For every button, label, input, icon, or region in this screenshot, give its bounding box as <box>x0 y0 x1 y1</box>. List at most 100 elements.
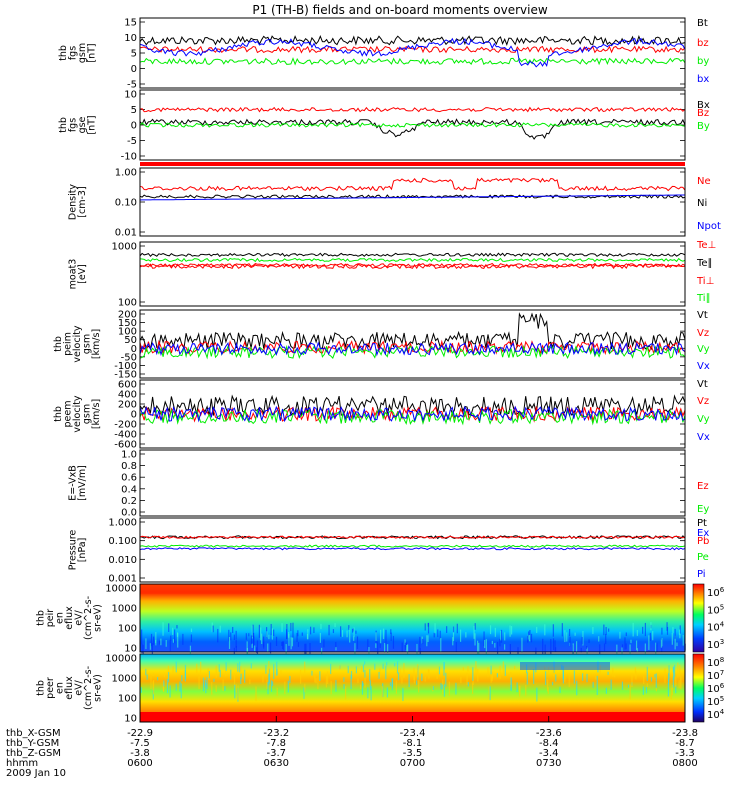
spectrogram-cell <box>491 640 493 645</box>
spectrogram-cell <box>379 643 381 648</box>
series-line-Vx <box>139 405 686 423</box>
spectrogram-cell <box>598 636 600 642</box>
spectrogram-cell <box>621 644 624 651</box>
y-tick-label: 0.0 <box>121 508 137 519</box>
spectrogram-cell <box>266 679 268 690</box>
series-line-Npot <box>139 194 685 201</box>
legend-entry: Pb <box>697 536 709 547</box>
spectrogram-cell <box>235 630 237 640</box>
spectrogram-cell <box>287 680 289 693</box>
legend-entry: Vx <box>697 361 710 372</box>
panel-7: E=-VxB[mV/m] 1.00.80.60.40.20.0 Ez Ey Ex <box>67 449 709 539</box>
spectrogram-cell <box>364 674 366 688</box>
y-axis-label: [nT] <box>86 43 97 62</box>
spectrogram-cell <box>240 666 242 672</box>
spectrogram-cell <box>422 638 424 645</box>
spectrogram-cell <box>634 667 636 676</box>
spectrogram-cell <box>334 623 336 628</box>
spectrogram-cell <box>313 627 315 634</box>
spectrogram-cell <box>335 647 337 651</box>
y-tick-label: 0.6 <box>121 473 137 484</box>
spectrogram-cell <box>648 635 650 650</box>
series-line-Ti∥ <box>139 257 686 263</box>
spectrogram-cell <box>552 681 554 686</box>
spectrogram-cell <box>403 663 405 678</box>
colorbar <box>692 653 705 723</box>
spectrogram-cell <box>674 664 676 677</box>
spectrogram-cell <box>487 667 489 677</box>
spectrogram-cell <box>528 635 531 642</box>
spectrogram-cell <box>656 642 658 652</box>
spectrogram-cell <box>521 637 523 653</box>
spectrogram-cell <box>386 662 388 666</box>
spectrogram-cell <box>339 665 341 670</box>
spectrogram-cell <box>250 635 253 645</box>
spectrogram-cell <box>170 635 172 642</box>
spectrogram-cell <box>207 668 209 680</box>
y-tick-label: 1000 <box>112 604 137 615</box>
spectrogram-cell <box>152 636 155 645</box>
legend-entry: Ex <box>697 528 709 539</box>
spectrogram-cell <box>176 625 178 629</box>
spectrogram-cell <box>276 687 278 696</box>
x-tick-label: -8.1 <box>403 738 423 749</box>
x-tick-label: -23.2 <box>263 728 289 739</box>
legend-entry: Ni <box>697 198 707 209</box>
spectrogram-cell <box>179 681 181 692</box>
spectrogram-cell <box>416 680 418 685</box>
spectrogram-cell <box>145 668 147 676</box>
spectrogram-cell <box>215 665 217 678</box>
legend-entry: Te⊥ <box>696 240 716 251</box>
spectrogram-cell <box>175 683 177 691</box>
spectrogram-cell <box>303 687 305 699</box>
legend-entry: Bx <box>697 100 710 111</box>
spectrogram-cell <box>483 631 485 646</box>
y-tick-label: -10 <box>121 152 137 163</box>
y-tick-label: 0.2 <box>121 496 137 507</box>
spectrogram-cell <box>309 626 312 635</box>
spectrogram-cell <box>500 630 502 641</box>
spectrogram-cell <box>369 680 371 690</box>
series-line-By <box>139 122 686 128</box>
spectrogram-cell <box>655 687 658 692</box>
spectrogram-cell <box>233 634 235 641</box>
spectrogram-cell <box>374 663 376 670</box>
y-axis-label: gsm <box>82 404 93 424</box>
spectrogram-cell <box>367 639 369 650</box>
spectrogram-cell <box>196 663 198 673</box>
spectrogram-cell <box>262 636 265 647</box>
spectrogram-cell <box>484 639 486 649</box>
legend-entry: Vx <box>697 432 710 443</box>
spectrogram-cell <box>359 684 362 690</box>
colorbar-tick-label: 106 <box>707 586 725 599</box>
spectrogram-cell <box>672 666 674 673</box>
spectrogram-cell <box>499 638 501 647</box>
y-tick-label: 0.01 <box>115 228 137 239</box>
spectrogram-cell <box>261 633 263 645</box>
spectrogram-cell <box>233 673 236 688</box>
spectrogram-cell <box>568 674 570 688</box>
spectrogram-cell <box>140 584 685 594</box>
spectrogram-cell <box>668 665 670 679</box>
spectrogram-cell <box>504 644 506 650</box>
spectrogram-cell <box>230 632 232 641</box>
spectrogram-cell <box>317 677 319 690</box>
spectrogram-cell <box>527 635 529 643</box>
y-tick-label: -50 <box>121 352 137 363</box>
spectrogram-cell <box>437 629 439 638</box>
spectrogram-cell <box>166 679 169 694</box>
x-tick-label: -8.4 <box>539 738 559 749</box>
spectrogram-cell <box>485 639 487 654</box>
spectrogram-cell <box>569 636 571 647</box>
spectrogram-cell <box>599 644 601 654</box>
y-tick-label: -5 <box>127 136 137 147</box>
spectrogram-cell <box>402 687 404 702</box>
spectrogram-cell <box>475 661 477 675</box>
x-tick-label: -3.3 <box>675 748 695 759</box>
spectrogram-cell <box>297 642 300 647</box>
spectrogram-cell <box>679 633 681 639</box>
spectrogram-cell <box>190 628 193 633</box>
spectrogram-cell <box>596 686 598 695</box>
spectrogram-cell <box>679 625 681 634</box>
spectrogram-cell <box>347 665 349 674</box>
